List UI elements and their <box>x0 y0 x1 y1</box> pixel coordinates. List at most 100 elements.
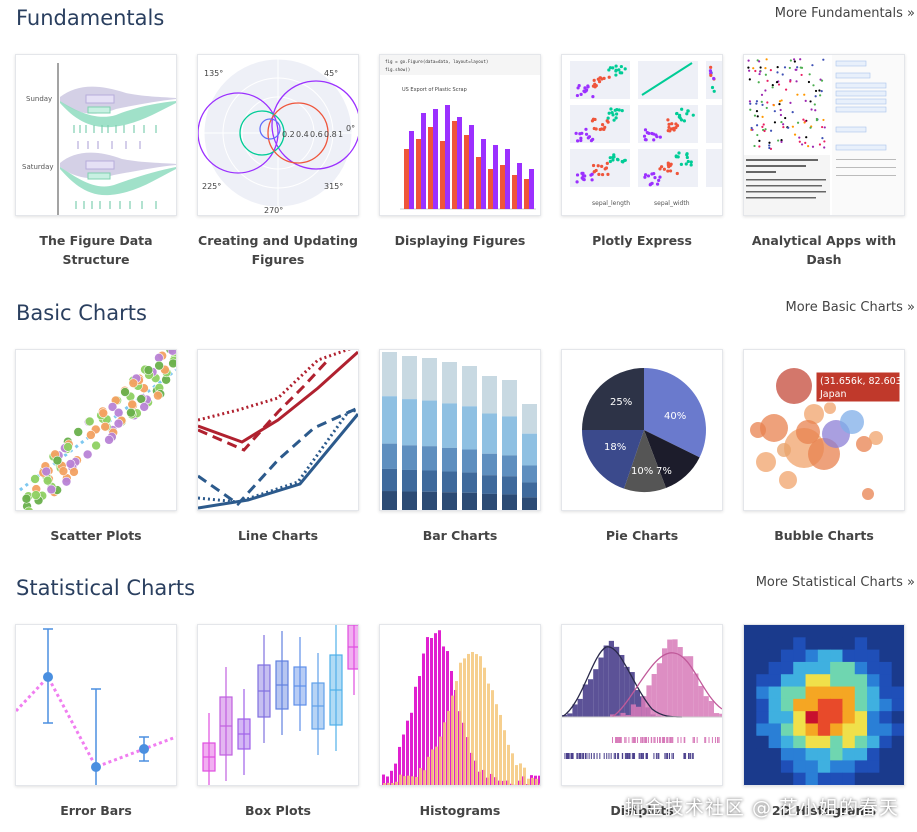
thumb-scatter-plots[interactable] <box>15 349 177 511</box>
dash-point <box>791 111 794 114</box>
scatter-point <box>583 86 587 90</box>
card-box-plots[interactable]: Box Plots <box>197 624 359 820</box>
stacked-bar-segment <box>442 447 457 472</box>
card-analytical-apps-dash[interactable]: Analytical Apps with Dash <box>743 54 905 269</box>
dist-bar-pink <box>636 706 642 717</box>
scatter-point <box>577 84 581 88</box>
card-pie-charts[interactable]: 25% 40% 18% 10% 7% Pie Charts <box>561 349 723 545</box>
card-label-pie-charts[interactable]: Pie Charts <box>605 528 679 543</box>
card-label-distplots[interactable]: Distplots <box>610 803 674 818</box>
card-label-figure-data-structure[interactable]: The Figure Data Structure <box>39 233 153 267</box>
heatmap-cell <box>854 748 868 761</box>
hist-bar-yellow <box>395 781 398 785</box>
thumb-pie-charts[interactable]: 25% 40% 18% 10% 7% <box>561 349 723 511</box>
thumb-figure-data-structure[interactable]: Sunday Saturday <box>15 54 177 216</box>
scatter-point <box>685 155 689 160</box>
more-basic-charts-link[interactable]: More Basic Charts » <box>785 300 916 315</box>
hist-bar-yellow <box>403 776 406 785</box>
heatmap-cell <box>744 649 757 663</box>
heatmap-cell <box>830 711 843 724</box>
scatter-point <box>584 132 589 136</box>
card-label-histograms[interactable]: Histograms <box>419 803 501 818</box>
dash-point <box>754 69 757 73</box>
thumb-creating-updating-figures[interactable]: 135° 45° 0.2 0.4 0.6 0.8 1 0° 225° 315° … <box>197 54 359 216</box>
scatter-point <box>617 68 621 72</box>
card-2d-histograms[interactable]: 2D Histograms <box>743 624 905 820</box>
thumb-bubble-charts[interactable]: (31.656k, 82.603) Japan <box>743 349 905 511</box>
heatmap-cell <box>842 723 856 737</box>
dash-point <box>778 100 782 103</box>
more-fundamentals-link[interactable]: More Fundamentals » <box>774 6 915 21</box>
thumb-analytical-apps-dash[interactable] <box>743 54 905 216</box>
scatter-point <box>652 172 656 176</box>
card-label-bubble-charts[interactable]: Bubble Charts <box>774 528 874 543</box>
card-creating-updating-figures[interactable]: 135° 45° 0.2 0.4 0.6 0.8 1 0° 225° 315° … <box>197 54 359 269</box>
card-label-2d-histograms[interactable]: 2D Histograms <box>771 803 877 818</box>
heatmap-cell <box>805 760 819 774</box>
card-label-bar-charts[interactable]: Bar Charts <box>422 528 498 543</box>
thumb-plotly-express[interactable]: sepal_length sepal_width <box>561 54 723 216</box>
card-label-plotly-express[interactable]: Plotly Express <box>592 233 692 248</box>
scatter-point <box>608 66 613 70</box>
dash-point <box>793 60 796 63</box>
thumb-line-charts[interactable] <box>197 349 359 511</box>
bar-red <box>452 121 457 209</box>
bubble <box>760 414 788 442</box>
card-bubble-charts[interactable]: (31.656k, 82.603) Japan Bubble Charts <box>743 349 905 545</box>
scatter-point <box>643 173 648 177</box>
stacked-bar-segment <box>402 491 417 510</box>
card-plotly-express[interactable]: sepal_length sepal_width Plotly Express <box>561 54 723 250</box>
pie-label-18: 18% <box>604 442 626 453</box>
axis-sepal-length: sepal_length <box>592 200 630 207</box>
scatter-point <box>648 183 652 187</box>
thumb-box-plots[interactable] <box>197 624 359 786</box>
card-label-error-bars[interactable]: Error Bars <box>60 803 132 818</box>
scatter-point <box>675 112 679 116</box>
card-error-bars[interactable]: Error Bars <box>15 624 177 820</box>
card-label-displaying-figures[interactable]: Displaying Figures <box>394 233 526 248</box>
scatter-point <box>574 131 578 135</box>
heatmap-cell <box>793 711 807 724</box>
scatter-dot <box>52 455 63 466</box>
card-distplots[interactable]: Distplots <box>561 624 723 820</box>
thumb-error-bars[interactable] <box>15 624 177 786</box>
bar-purple <box>457 117 462 209</box>
card-displaying-figures[interactable]: fig = go.Figure(data=data, layout=layout… <box>379 54 541 250</box>
stacked-bar-segment <box>382 491 397 510</box>
dist-bar-pink <box>615 715 621 717</box>
card-label-box-plots[interactable]: Box Plots <box>245 803 311 818</box>
card-line-charts[interactable]: Line Charts <box>197 349 359 545</box>
stacked-bar-segment <box>462 406 477 450</box>
card-scatter-plots[interactable]: Scatter Plots <box>15 349 177 545</box>
bar-purple <box>445 105 450 209</box>
dash-point <box>755 100 759 103</box>
card-label-line-charts[interactable]: Line Charts <box>237 528 319 543</box>
scatter-point <box>689 163 693 167</box>
heatmap-cell <box>756 772 770 785</box>
bar-purple <box>421 113 426 209</box>
card-label-scatter-plots[interactable]: Scatter Plots <box>50 528 142 543</box>
heatmap-cell <box>867 674 880 688</box>
card-figure-data-structure[interactable]: Sunday Saturday The <box>15 54 177 269</box>
bar-purple <box>409 131 414 209</box>
thumb-bar-charts[interactable] <box>379 349 541 511</box>
thumb-2d-histograms[interactable] <box>743 624 905 786</box>
hist-bar-yellow <box>447 710 450 785</box>
dash-point <box>748 78 751 81</box>
hist-bar-yellow <box>491 690 494 785</box>
thumb-displaying-figures[interactable]: fig = go.Figure(data=data, layout=layout… <box>379 54 541 216</box>
more-statistical-charts-link[interactable]: More Statistical Charts » <box>755 575 915 590</box>
dash-point <box>777 83 781 86</box>
dash-point <box>757 81 760 84</box>
thumb-histograms[interactable] <box>379 624 541 786</box>
card-bar-charts[interactable]: Bar Charts <box>379 349 541 545</box>
card-label-analytical-apps-dash[interactable]: Analytical Apps with Dash <box>751 233 897 267</box>
card-label-creating-updating-figures[interactable]: Creating and Updating Figures <box>198 233 358 267</box>
dash-point <box>769 147 773 150</box>
card-histograms[interactable]: Histograms <box>379 624 541 820</box>
heatmap-cell <box>817 760 831 774</box>
scatter-dot <box>41 466 52 477</box>
thumb-distplots[interactable] <box>561 624 723 786</box>
scatter-point <box>614 68 618 72</box>
hist-bar-yellow <box>443 722 446 785</box>
